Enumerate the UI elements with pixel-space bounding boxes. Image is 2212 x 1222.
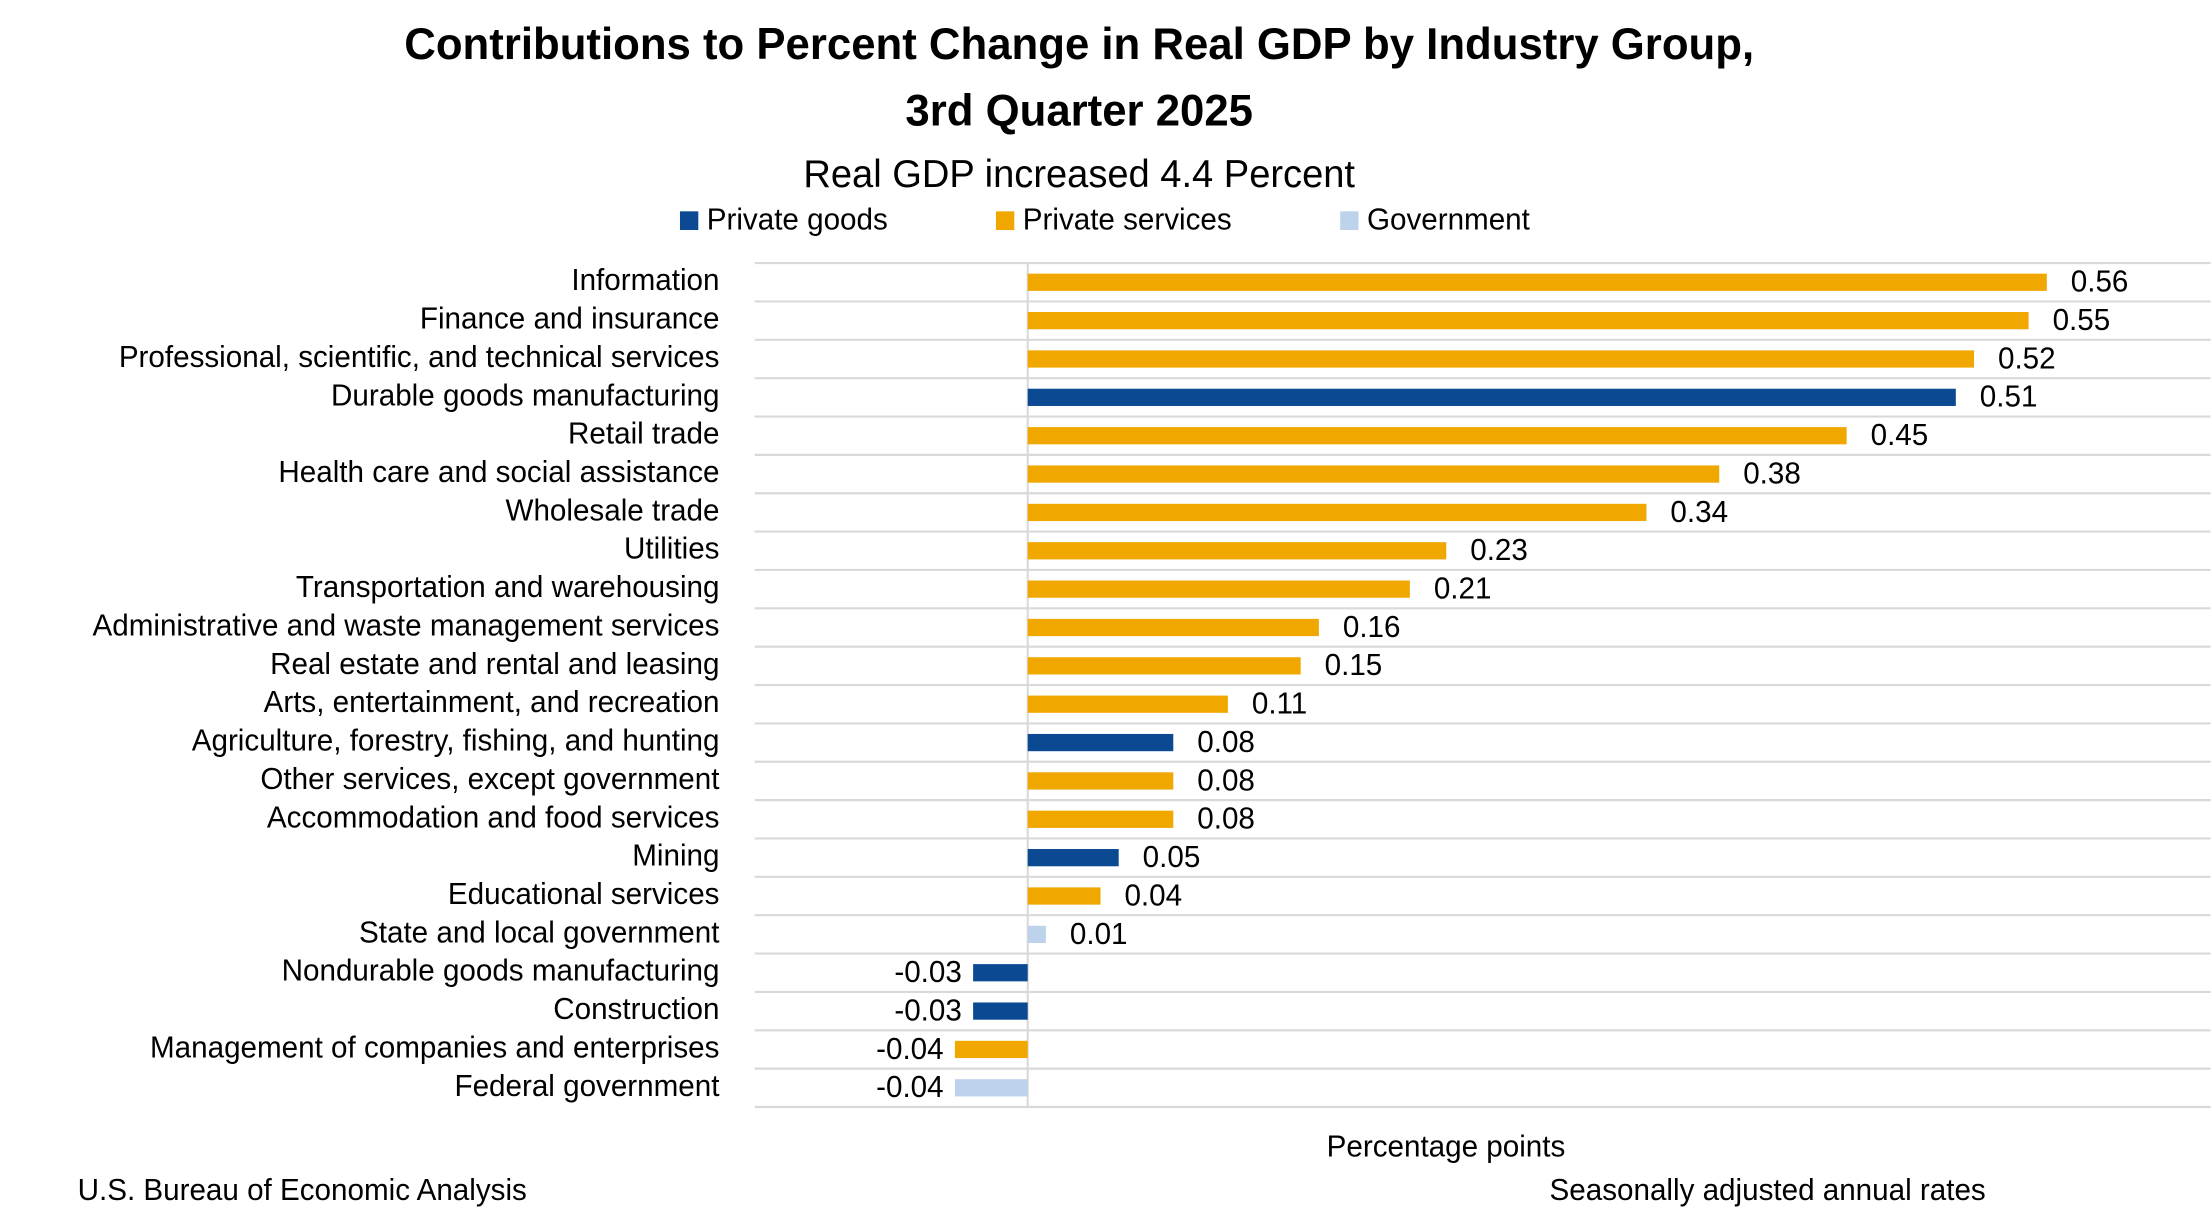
value-label: 0.23 <box>1470 534 1528 567</box>
bar <box>1027 887 1101 905</box>
value-label: 0.45 <box>1871 419 1929 452</box>
value-label: 0.01 <box>1070 918 1128 951</box>
category-label: Durable goods manufacturing <box>331 379 719 412</box>
bar <box>1027 772 1174 790</box>
category-label: Information <box>571 264 719 297</box>
value-label: 0.15 <box>1325 649 1383 682</box>
category-label: Agriculture, forestry, fishing, and hunt… <box>192 724 720 757</box>
value-label: 0.08 <box>1197 802 1255 835</box>
category-label: Nondurable goods manufacturing <box>282 954 720 987</box>
category-label: Finance and insurance <box>420 302 720 335</box>
category-label: Professional, scientific, and technical … <box>119 341 720 374</box>
bar <box>1027 733 1174 752</box>
bar <box>954 1040 1028 1059</box>
value-label: 0.05 <box>1143 841 1201 874</box>
chart-subtitle: Real GDP increased 4.4 Percent <box>803 153 1355 196</box>
category-label: Arts, entertainment, and recreation <box>264 686 720 719</box>
bar <box>1027 465 1720 483</box>
legend-label: Private services <box>1023 203 1232 236</box>
bar <box>1027 580 1410 598</box>
legend-swatch <box>679 211 699 231</box>
bar <box>1027 657 1301 675</box>
value-label: -0.04 <box>876 1033 943 1066</box>
category-label: Construction <box>553 993 719 1026</box>
category-label: Utilities <box>624 533 719 566</box>
category-label: Management of companies and enterprises <box>150 1031 719 1064</box>
category-label: Wholesale trade <box>506 494 720 527</box>
value-label: -0.03 <box>894 956 961 989</box>
value-label: 0.38 <box>1743 457 1801 490</box>
bar <box>1027 618 1319 637</box>
category-label: Federal government <box>455 1070 721 1103</box>
note: Seasonally adjusted annual rates <box>1550 1174 1986 1207</box>
value-label: -0.03 <box>894 994 961 1027</box>
value-label: 0.11 <box>1252 687 1307 720</box>
category-label: Mining <box>632 839 719 872</box>
category-label: Real estate and rental and leasing <box>270 648 719 681</box>
category-label: Health care and social assistance <box>278 456 719 489</box>
category-label: Retail trade <box>568 417 719 450</box>
bar <box>1027 273 2047 291</box>
bar <box>1027 350 1975 368</box>
value-label: 0.34 <box>1670 496 1728 529</box>
bar <box>1027 849 1119 867</box>
category-label: Transportation and warehousing <box>296 571 720 604</box>
value-label: -0.04 <box>876 1071 943 1104</box>
value-label: 0.52 <box>1998 342 2056 375</box>
bar <box>954 1079 1028 1097</box>
source: U.S. Bureau of Economic Analysis <box>78 1174 527 1207</box>
value-label: 0.21 <box>1434 572 1492 605</box>
chart-title: Contributions to Percent Change in Real … <box>404 20 1754 69</box>
bar <box>973 964 1028 982</box>
legend-swatch <box>1340 211 1359 231</box>
category-label: Educational services <box>448 878 720 911</box>
category-label: Other services, except government <box>260 763 720 796</box>
bar <box>1027 312 2029 330</box>
legend-label: Private goods <box>707 203 888 236</box>
value-label: 0.08 <box>1197 764 1255 797</box>
value-label: 0.55 <box>2053 304 2111 337</box>
bar <box>1027 388 1956 406</box>
bar <box>1027 503 1647 522</box>
value-label: 0.04 <box>1124 879 1182 912</box>
category-label: Accommodation and food services <box>267 801 720 834</box>
value-label: 0.56 <box>2071 265 2129 298</box>
category-label: State and local government <box>359 916 720 949</box>
value-label: 0.16 <box>1343 611 1401 644</box>
bar <box>1027 427 1847 445</box>
chart-title: 3rd Quarter 2025 <box>905 86 1253 135</box>
bar <box>1027 695 1228 713</box>
legend-label: Government <box>1367 203 1531 236</box>
bar <box>973 1002 1028 1020</box>
value-label: 0.08 <box>1197 726 1255 759</box>
x-axis-label: Percentage points <box>1327 1130 1566 1163</box>
bar <box>1027 542 1447 560</box>
bar <box>1027 925 1046 943</box>
value-label: 0.51 <box>1980 381 2038 414</box>
category-label: Administrative and waste management serv… <box>92 609 719 642</box>
bar <box>1027 810 1174 828</box>
legend-swatch <box>995 211 1015 231</box>
